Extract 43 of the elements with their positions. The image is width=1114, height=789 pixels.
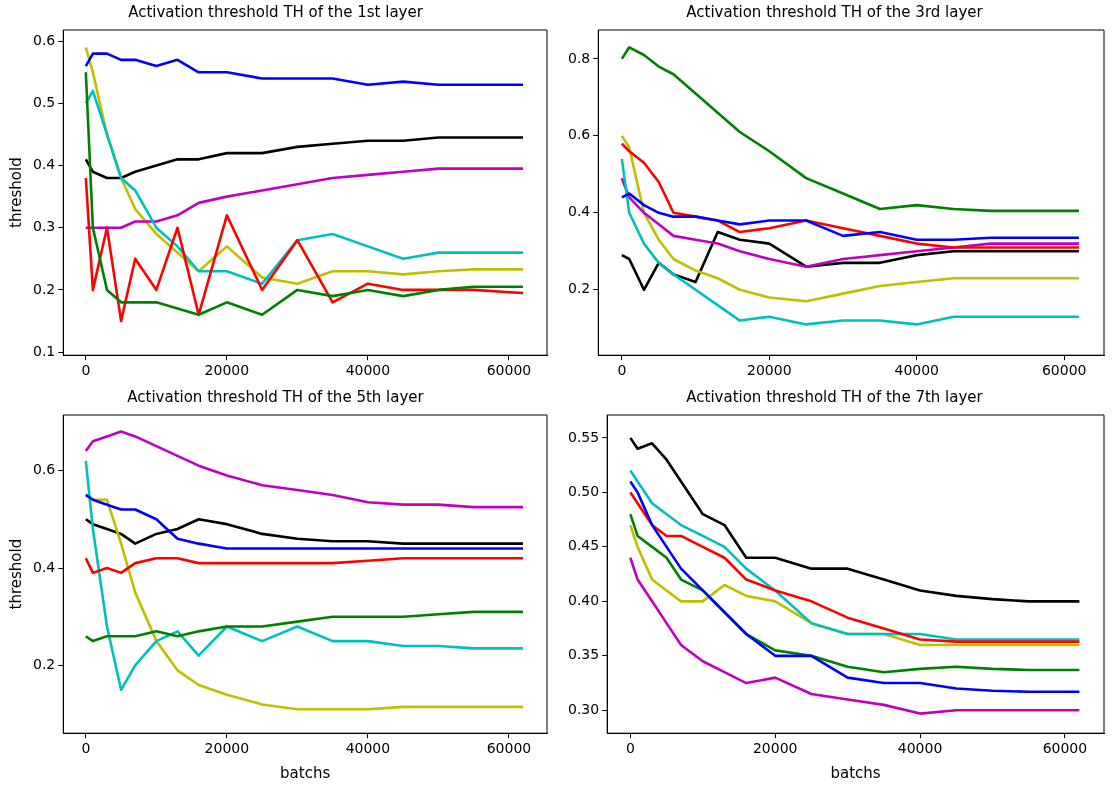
x-tick-label: 40000 (897, 740, 943, 757)
chart-title: Activation threshold TH of the 7th layer (686, 387, 984, 406)
x-tick-label: 60000 (1042, 740, 1088, 757)
y-tick-label: 0.4 (33, 558, 56, 575)
x-tick-label: 0 (617, 362, 627, 379)
x-tick-label: 20000 (752, 740, 798, 757)
x-tick-label: 60000 (1041, 362, 1087, 379)
y-tick-label: 0.5 (33, 94, 56, 111)
y-tick-label: 0.30 (568, 700, 600, 717)
y-tick-label: 0.4 (568, 203, 591, 220)
y-tick-label: 0.50 (568, 483, 600, 500)
y-tick-label: 0.1 (33, 342, 56, 359)
x-axis-title: batchs (830, 763, 881, 782)
y-tick-label: 0.45 (568, 537, 600, 554)
x-tick-label: 40000 (894, 362, 940, 379)
x-tick-label: 0 (625, 740, 635, 757)
x-tick-label: 0 (81, 362, 91, 379)
x-tick-label: 0 (81, 740, 91, 757)
x-tick-label: 20000 (204, 362, 250, 379)
chart-title: Activation threshold TH of the 3rd layer (686, 2, 984, 21)
y-tick-label: 0.2 (568, 280, 591, 297)
chart-title: Activation threshold TH of the 5th layer (127, 387, 425, 406)
y-tick-label: 0.35 (568, 646, 600, 663)
y-tick-label: 0.40 (568, 591, 600, 608)
y-axis-title: threshold (6, 157, 25, 228)
y-tick-label: 0.2 (33, 656, 56, 673)
x-tick-label: 60000 (486, 740, 532, 757)
chart-title: Activation threshold TH of the 1st layer (128, 2, 424, 21)
x-tick-label: 20000 (747, 362, 792, 379)
y-tick-label: 0.4 (33, 156, 56, 173)
y-tick-label: 0.55 (568, 428, 600, 445)
y-tick-label: 0.6 (568, 126, 591, 143)
y-tick-label: 0.8 (568, 49, 591, 66)
y-axis-title: threshold (6, 538, 25, 610)
y-tick-label: 0.2 (33, 280, 56, 297)
x-axis-title: batchs (280, 763, 331, 782)
x-tick-label: 40000 (345, 362, 391, 379)
y-tick-label: 0.6 (33, 31, 56, 48)
y-tick-label: 0.3 (33, 218, 56, 235)
x-tick-label: 20000 (204, 740, 250, 757)
x-tick-label: 40000 (345, 740, 391, 757)
y-tick-label: 0.6 (33, 461, 56, 478)
x-tick-label: 60000 (486, 362, 532, 379)
